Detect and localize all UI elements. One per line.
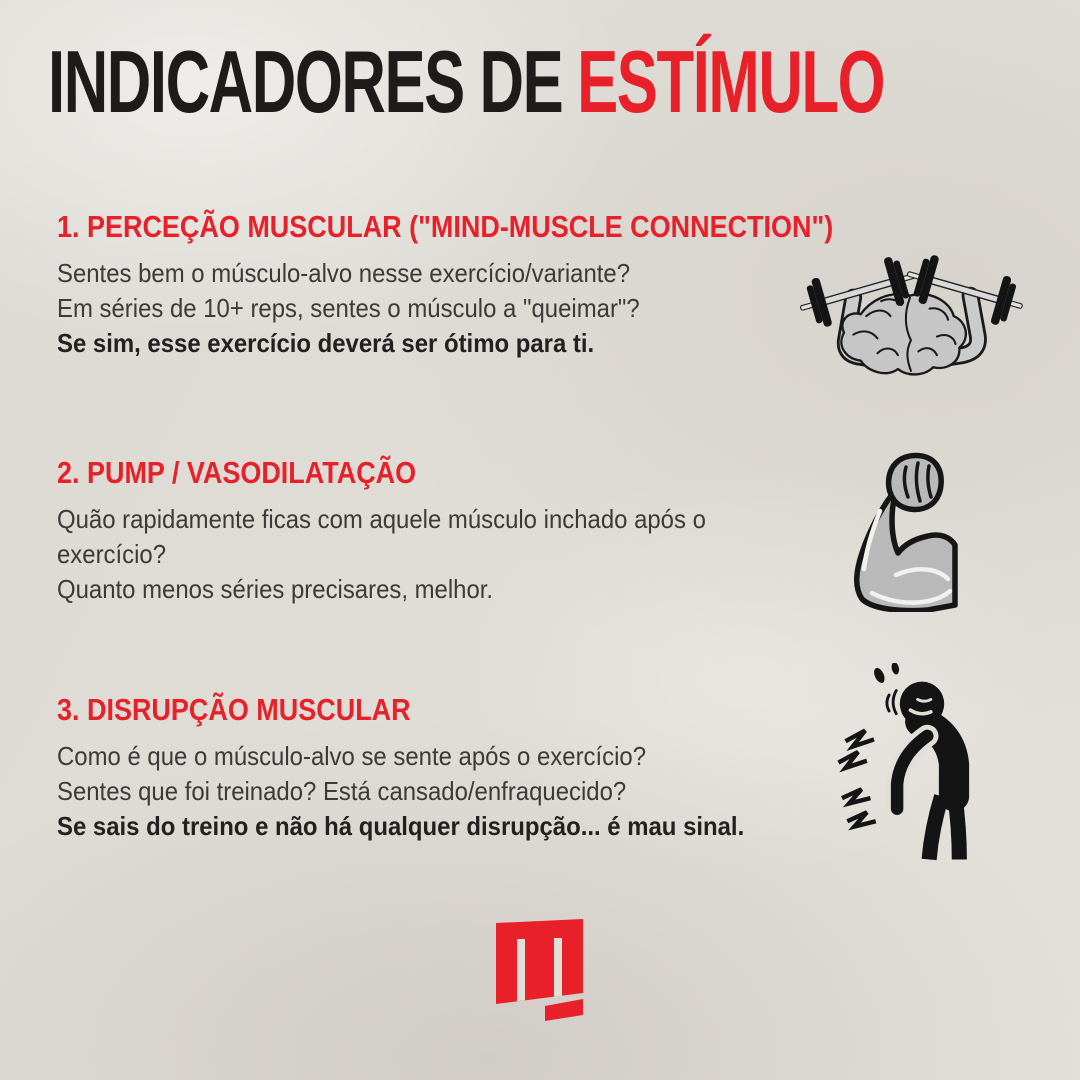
person-muscle-pain-icon (832, 663, 972, 863)
red-brand-mark-logo (494, 918, 584, 1022)
title-red-part: ESTÍMULO (577, 32, 885, 131)
section-disrupcao-muscular: 3. DISRUPÇÃO MUSCULAR Como é que o múscu… (57, 693, 817, 844)
body-line: Em séries de 10+ reps, sentes o músculo … (57, 293, 640, 323)
flexed-bicep-svg (854, 452, 958, 612)
body-line-emphasis: Se sais do treino e não há qualquer disr… (57, 811, 745, 841)
flexed-bicep-icon (838, 452, 958, 612)
section-1-heading: 1. PERCEÇÃO MUSCULAR ("MIND-MUSCLE CONNE… (57, 209, 834, 244)
brain-lifting-dumbbells-icon (785, 251, 1035, 383)
person-muscle-pain-svg (837, 663, 970, 861)
section-2-heading: 2. PUMP / VASODILATAÇÃO (57, 455, 417, 490)
title-black-part: INDICADORES DE (48, 32, 564, 131)
section-3-body: Como é que o músculo-alvo se sente após … (57, 739, 756, 844)
body-line: Quanto menos séries precisares, melhor. (57, 574, 494, 604)
red-brand-mark-svg (496, 919, 583, 1021)
section-3-heading: 3. DISRUPÇÃO MUSCULAR (57, 692, 411, 727)
body-line: Sentes bem o músculo-alvo nesse exercíci… (57, 258, 631, 288)
section-1-body: Sentes bem o músculo-alvo nesse exercíci… (57, 256, 756, 361)
page-title: INDICADORES DE ESTÍMULO (48, 38, 886, 126)
brain-lifting-dumbbells-svg (799, 255, 1023, 376)
body-line: exercício? (57, 539, 167, 569)
body-line: Sentes que foi treinado? Está cansado/en… (57, 776, 627, 806)
body-line: Quão rapidamente ficas com aquele múscul… (57, 504, 706, 534)
section-pump-vasodilatacao: 2. PUMP / VASODILATAÇÃO Quão rapidamente… (57, 456, 817, 607)
body-line-emphasis: Se sim, esse exercício deverá ser ótimo … (57, 328, 595, 358)
section-2-body: Quão rapidamente ficas com aquele múscul… (57, 502, 756, 607)
body-line: Como é que o músculo-alvo se sente após … (57, 741, 647, 771)
section-mind-muscle-connection: 1. PERCEÇÃO MUSCULAR ("MIND-MUSCLE CONNE… (57, 209, 834, 361)
